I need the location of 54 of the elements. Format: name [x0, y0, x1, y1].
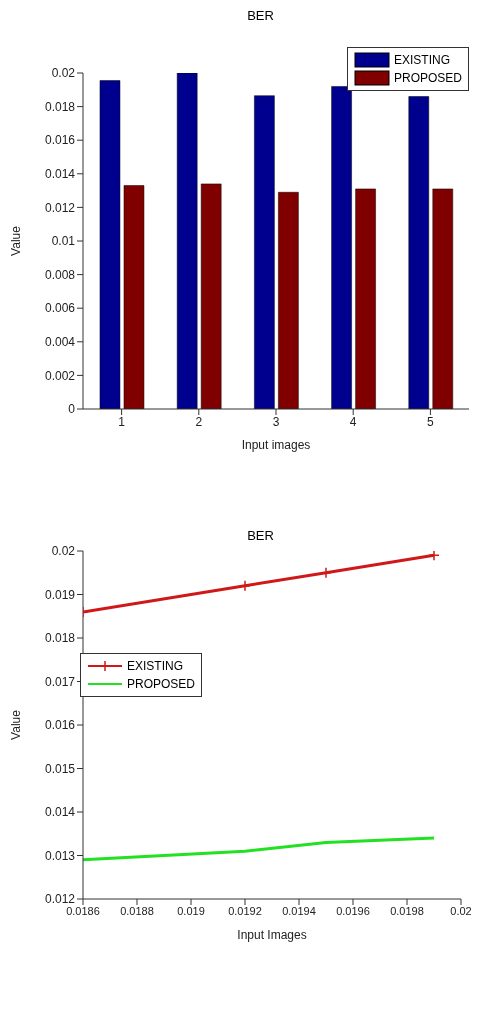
- y-tick-label: 0.02: [51, 544, 76, 559]
- bar: [99, 80, 121, 409]
- y-tick-label: 0.012: [44, 892, 76, 907]
- x-tick-label: 0.0186: [66, 904, 100, 917]
- legend-label: PROPOSED: [393, 70, 462, 87]
- y-tick-label: 0.016: [44, 718, 76, 733]
- x-axis-title: Input Images: [237, 928, 307, 942]
- x-tick-label: 0.0196: [336, 904, 370, 917]
- x-tick-label: 0.0188: [120, 904, 154, 917]
- legend-label: EXISTING: [127, 658, 184, 675]
- y-tick-label: 0: [68, 402, 76, 417]
- y-tick-label: 0.019: [44, 587, 76, 602]
- y-tick-label: 0.012: [44, 200, 76, 215]
- x-tick-label: 0.02: [450, 904, 472, 917]
- y-tick-label: 0.01: [51, 234, 76, 249]
- x-tick-label: 0.019: [177, 904, 205, 917]
- x-tick-label: 0.0198: [390, 904, 424, 917]
- y-tick-label: 0.006: [44, 301, 76, 316]
- y-tick-label: 0.002: [44, 368, 76, 383]
- x-axis-title: Input images: [241, 438, 311, 452]
- y-axis-title: Value: [9, 709, 24, 740]
- bar: [408, 96, 430, 409]
- y-tick-label: 0.018: [44, 99, 76, 114]
- bar: [278, 192, 299, 409]
- y-tick-label: 0.013: [44, 848, 76, 863]
- legend-label: EXISTING: [393, 52, 450, 69]
- x-tick-label: 1: [118, 414, 126, 429]
- bar: [355, 188, 376, 409]
- y-tick-label: 0.017: [44, 674, 76, 689]
- x-tick-label: 0.0194: [282, 904, 316, 917]
- y-axis-title: Value: [9, 225, 24, 256]
- bar: [254, 95, 275, 409]
- y-tick-label: 0.018: [44, 631, 76, 646]
- y-tick-label: 0.014: [44, 805, 76, 820]
- y-tick-label: 0.014: [44, 167, 76, 182]
- y-tick-label: 0.008: [44, 267, 76, 282]
- y-tick-label: 0.004: [44, 335, 76, 350]
- bar: [200, 183, 222, 409]
- x-tick-label: 3: [272, 414, 280, 429]
- y-tick-label: 0.016: [44, 133, 76, 148]
- chart-title: BER: [246, 8, 275, 23]
- y-tick-label: 0.015: [44, 761, 76, 776]
- chart-title: BER: [246, 528, 275, 543]
- x-tick-label: 0.0192: [228, 904, 262, 917]
- y-tick-label: 0.02: [51, 66, 76, 81]
- bar: [432, 188, 454, 409]
- bar: [176, 73, 198, 409]
- legend-label: PROPOSED: [127, 676, 196, 693]
- x-tick-label: 4: [349, 414, 357, 429]
- x-tick-label: 2: [195, 414, 203, 429]
- bar: [331, 86, 352, 409]
- bar: [123, 185, 145, 409]
- x-tick-label: 5: [427, 414, 435, 429]
- line-series: [83, 836, 436, 862]
